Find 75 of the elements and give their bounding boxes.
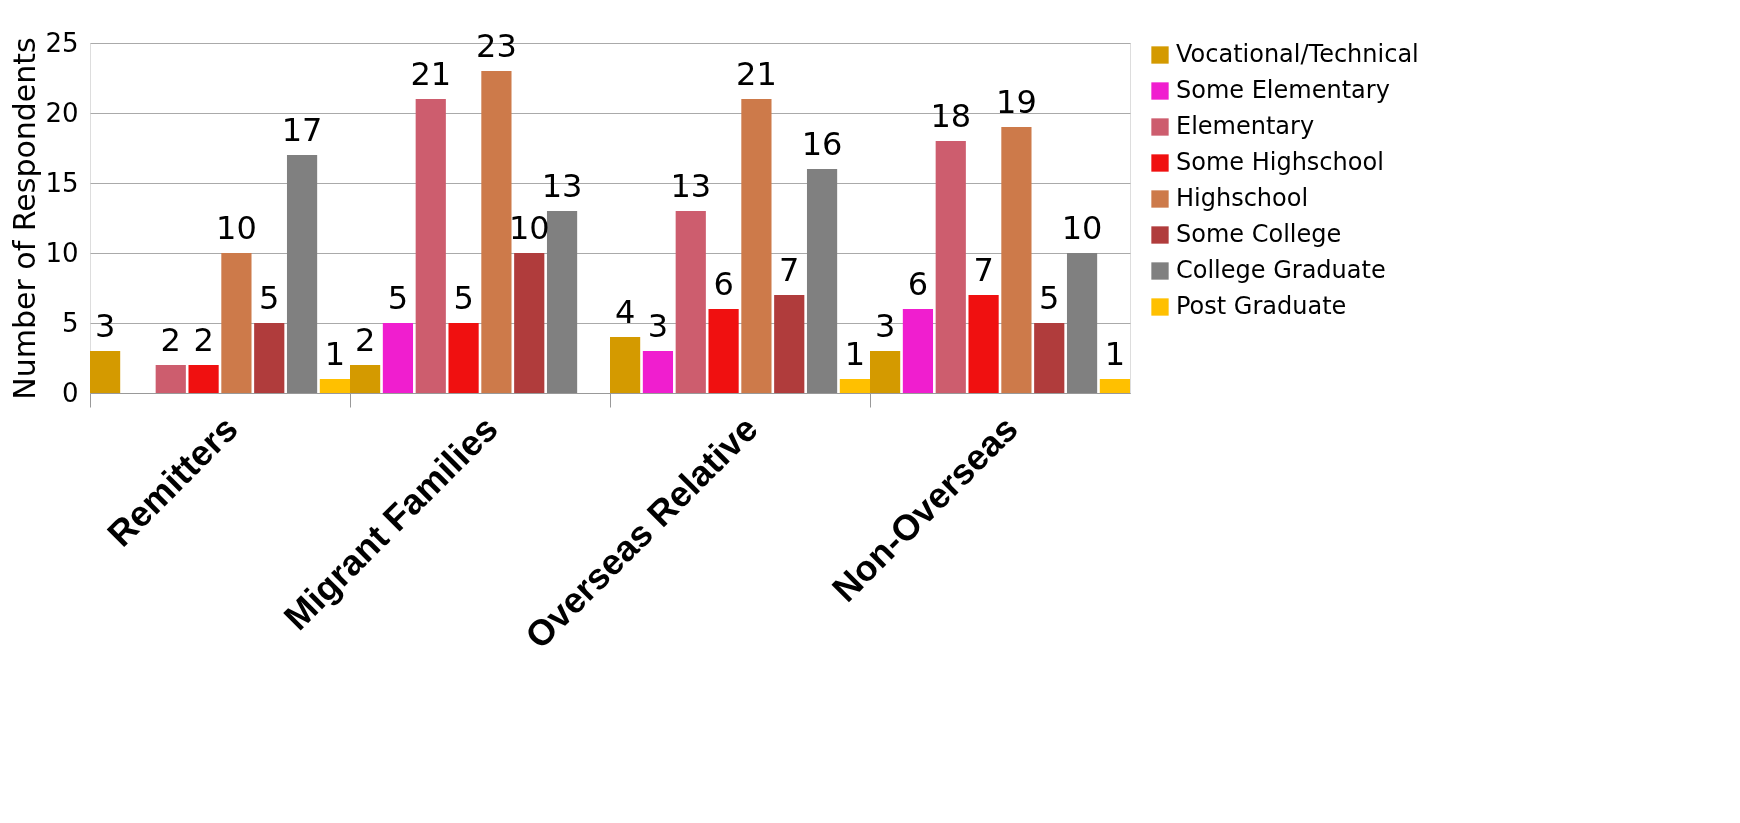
bar [90, 351, 121, 393]
data-label: 19 [996, 83, 1037, 121]
data-label: 7 [973, 251, 994, 289]
bar [350, 365, 381, 393]
data-label: 4 [614, 293, 636, 331]
bar [221, 253, 252, 393]
data-label: 2 [160, 321, 181, 359]
data-label: 13 [541, 167, 583, 205]
y-tick-label: 5 [61, 307, 79, 338]
bar [741, 99, 772, 393]
data-label: 10 [216, 209, 257, 247]
data-label: 2 [354, 321, 376, 359]
bar [1001, 127, 1032, 393]
bar [286, 155, 318, 393]
legend-label: College Graduate [1176, 256, 1386, 284]
data-label: 3 [94, 307, 116, 345]
data-label: 2 [193, 321, 214, 359]
bar [319, 379, 350, 393]
bar [968, 295, 999, 393]
data-label: 5 [1039, 279, 1060, 317]
legend-label: Highschool [1176, 184, 1309, 212]
bar [610, 337, 641, 393]
bar [1066, 253, 1098, 393]
data-label: 10 [508, 209, 550, 247]
y-tick-label: 20 [45, 97, 79, 128]
bar [254, 323, 285, 393]
bar [935, 141, 966, 393]
bar [902, 309, 934, 393]
bar [806, 169, 838, 393]
data-label: 6 [907, 265, 929, 303]
bar [708, 309, 739, 393]
data-label: 17 [281, 111, 323, 149]
data-label: 5 [387, 279, 409, 317]
bar [481, 71, 512, 393]
data-label: 1 [1104, 335, 1126, 373]
bar [415, 99, 446, 393]
data-label: 10 [1061, 209, 1103, 247]
data-label: 21 [410, 55, 452, 93]
data-label: 1 [324, 335, 346, 373]
data-label: 3 [874, 307, 896, 345]
bar [642, 351, 674, 393]
bar [870, 351, 901, 393]
y-tick-label: 0 [61, 377, 79, 408]
bar [839, 379, 870, 393]
legend-label: Vocational/Technical [1176, 40, 1419, 68]
y-axis-title: Number of Respondents [7, 37, 43, 400]
bar [155, 365, 186, 393]
data-label: 21 [736, 55, 777, 93]
y-tick-label: 25 [45, 27, 79, 58]
data-label: 13 [670, 167, 712, 205]
bar [514, 253, 545, 393]
legend-label: Post Graduate [1176, 292, 1347, 320]
y-tick-label: 15 [45, 167, 79, 198]
legend-label: Elementary [1176, 112, 1315, 140]
bar [382, 323, 414, 393]
bar [1099, 379, 1130, 393]
data-label: 1 [844, 335, 866, 373]
legend-label: Some College [1176, 220, 1342, 248]
bar [188, 365, 219, 393]
legend-label: Some Highschool [1176, 148, 1384, 176]
legend-label: Some Elementary [1176, 76, 1390, 104]
bar [546, 211, 578, 393]
bar [1034, 323, 1065, 393]
y-tick-label: 10 [45, 237, 79, 268]
bar [448, 323, 479, 393]
data-label: 23 [476, 27, 517, 65]
data-label: 16 [801, 125, 843, 163]
data-label: 3 [647, 307, 669, 345]
bar [675, 211, 706, 393]
data-label: 5 [259, 279, 280, 317]
data-label: 7 [779, 251, 800, 289]
data-label: 5 [453, 279, 474, 317]
bar [774, 295, 805, 393]
data-label: 18 [930, 97, 972, 135]
data-label: 6 [713, 265, 734, 303]
